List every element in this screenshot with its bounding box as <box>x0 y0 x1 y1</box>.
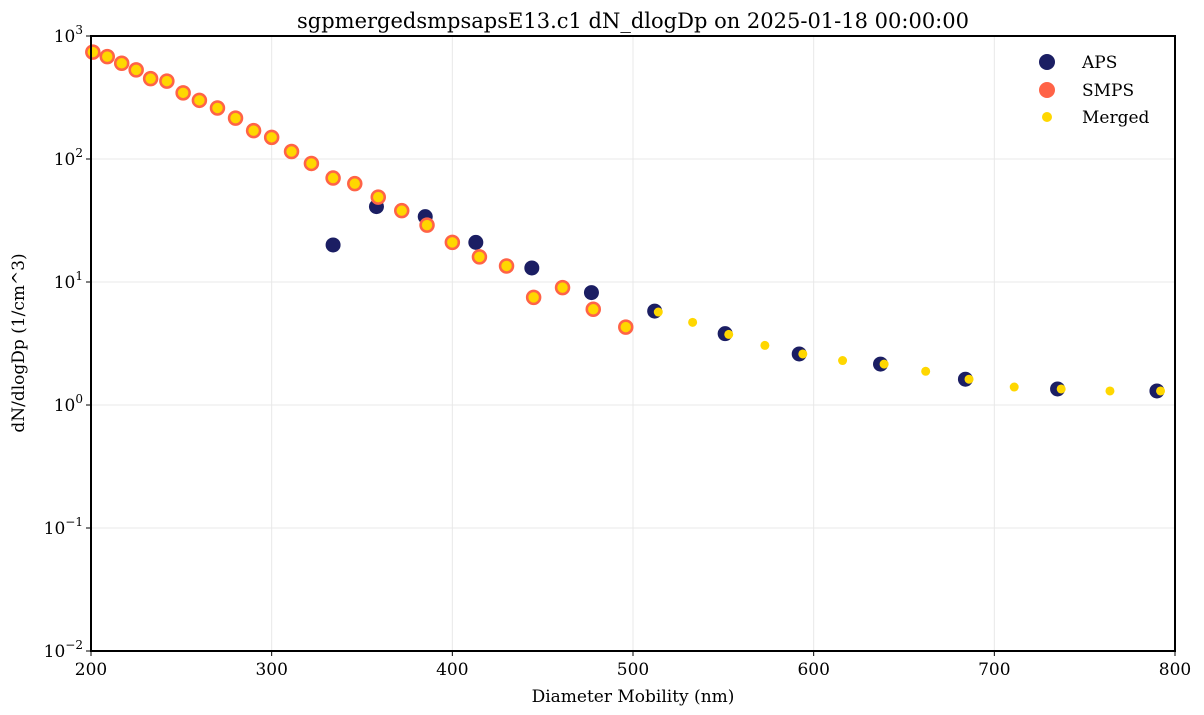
merged-point <box>588 304 598 314</box>
merged-point <box>474 252 484 262</box>
merged-point <box>422 220 432 230</box>
merged-point <box>502 261 512 271</box>
y-tick-label: 103 <box>54 23 83 47</box>
merged-point <box>397 206 407 216</box>
merged-point <box>1105 386 1115 396</box>
x-tick-label: 400 <box>436 660 468 680</box>
legend-label-merged: Merged <box>1082 108 1150 128</box>
merged-point <box>1056 384 1066 394</box>
merged-point <box>653 307 663 317</box>
y-tick-label: 101 <box>54 269 83 293</box>
merged-point <box>688 317 698 327</box>
merged-point <box>194 95 204 105</box>
merged-point <box>964 374 974 384</box>
x-tick-label: 800 <box>1159 660 1191 680</box>
merged-point <box>724 329 734 339</box>
x-tick-label: 200 <box>75 660 107 680</box>
merged-point <box>178 88 188 98</box>
merged-point <box>621 322 631 332</box>
merged-point <box>447 237 457 247</box>
x-axis-title: Diameter Mobility (nm) <box>532 687 735 707</box>
x-tick-label: 300 <box>255 660 287 680</box>
merged-point <box>306 158 316 168</box>
y-tick-label: 100 <box>54 392 83 416</box>
y-tick-label: 10−1 <box>44 515 83 539</box>
legend-marker-merged <box>1042 112 1052 122</box>
merged-point <box>838 356 848 366</box>
x-tick-label: 700 <box>978 660 1010 680</box>
merged-point <box>1009 382 1019 392</box>
merged-point <box>1156 386 1166 396</box>
merged-point <box>760 340 770 350</box>
x-tick-label: 500 <box>617 660 649 680</box>
merged-point <box>231 113 241 123</box>
x-tick-label: 600 <box>797 660 829 680</box>
chart-title: sgpmergedsmpsapsE13.c1 dN_dlogDp on 2025… <box>297 9 969 33</box>
y-axis-title: dN/dlogDp (1/cm^3) <box>9 253 29 432</box>
aps-point <box>583 285 599 301</box>
aps-point <box>325 237 341 253</box>
legend: APS SMPS Merged <box>1039 53 1150 128</box>
merged-point <box>328 173 338 183</box>
merged-point <box>798 349 808 359</box>
merged-point <box>558 283 568 293</box>
merged-point <box>529 292 539 302</box>
merged-point <box>921 366 931 376</box>
merged-point <box>146 74 156 84</box>
merged-point <box>879 359 889 369</box>
merged-point <box>249 126 259 136</box>
y-tick-label: 10−2 <box>44 638 83 662</box>
legend-marker-smps <box>1039 82 1055 98</box>
legend-label-smps: SMPS <box>1082 81 1134 101</box>
data-points <box>85 44 1166 399</box>
legend-marker-aps <box>1039 54 1055 70</box>
merged-point <box>102 52 112 62</box>
merged-point <box>117 58 127 68</box>
merged-point <box>212 103 222 113</box>
merged-point <box>373 192 383 202</box>
axis-ticks: 200 300 400 500 600 700 800 103 102 101 100 10−1 10−… <box>44 23 1192 680</box>
merged-point <box>287 147 297 157</box>
merged-point <box>88 47 98 57</box>
aps-point <box>468 234 484 250</box>
merged-point <box>267 132 277 142</box>
merged-point <box>162 76 172 86</box>
merged-point <box>131 65 141 75</box>
legend-label-aps: APS <box>1081 53 1117 73</box>
aps-point <box>524 260 540 276</box>
merged-point <box>350 179 360 189</box>
y-tick-label: 102 <box>54 146 83 170</box>
